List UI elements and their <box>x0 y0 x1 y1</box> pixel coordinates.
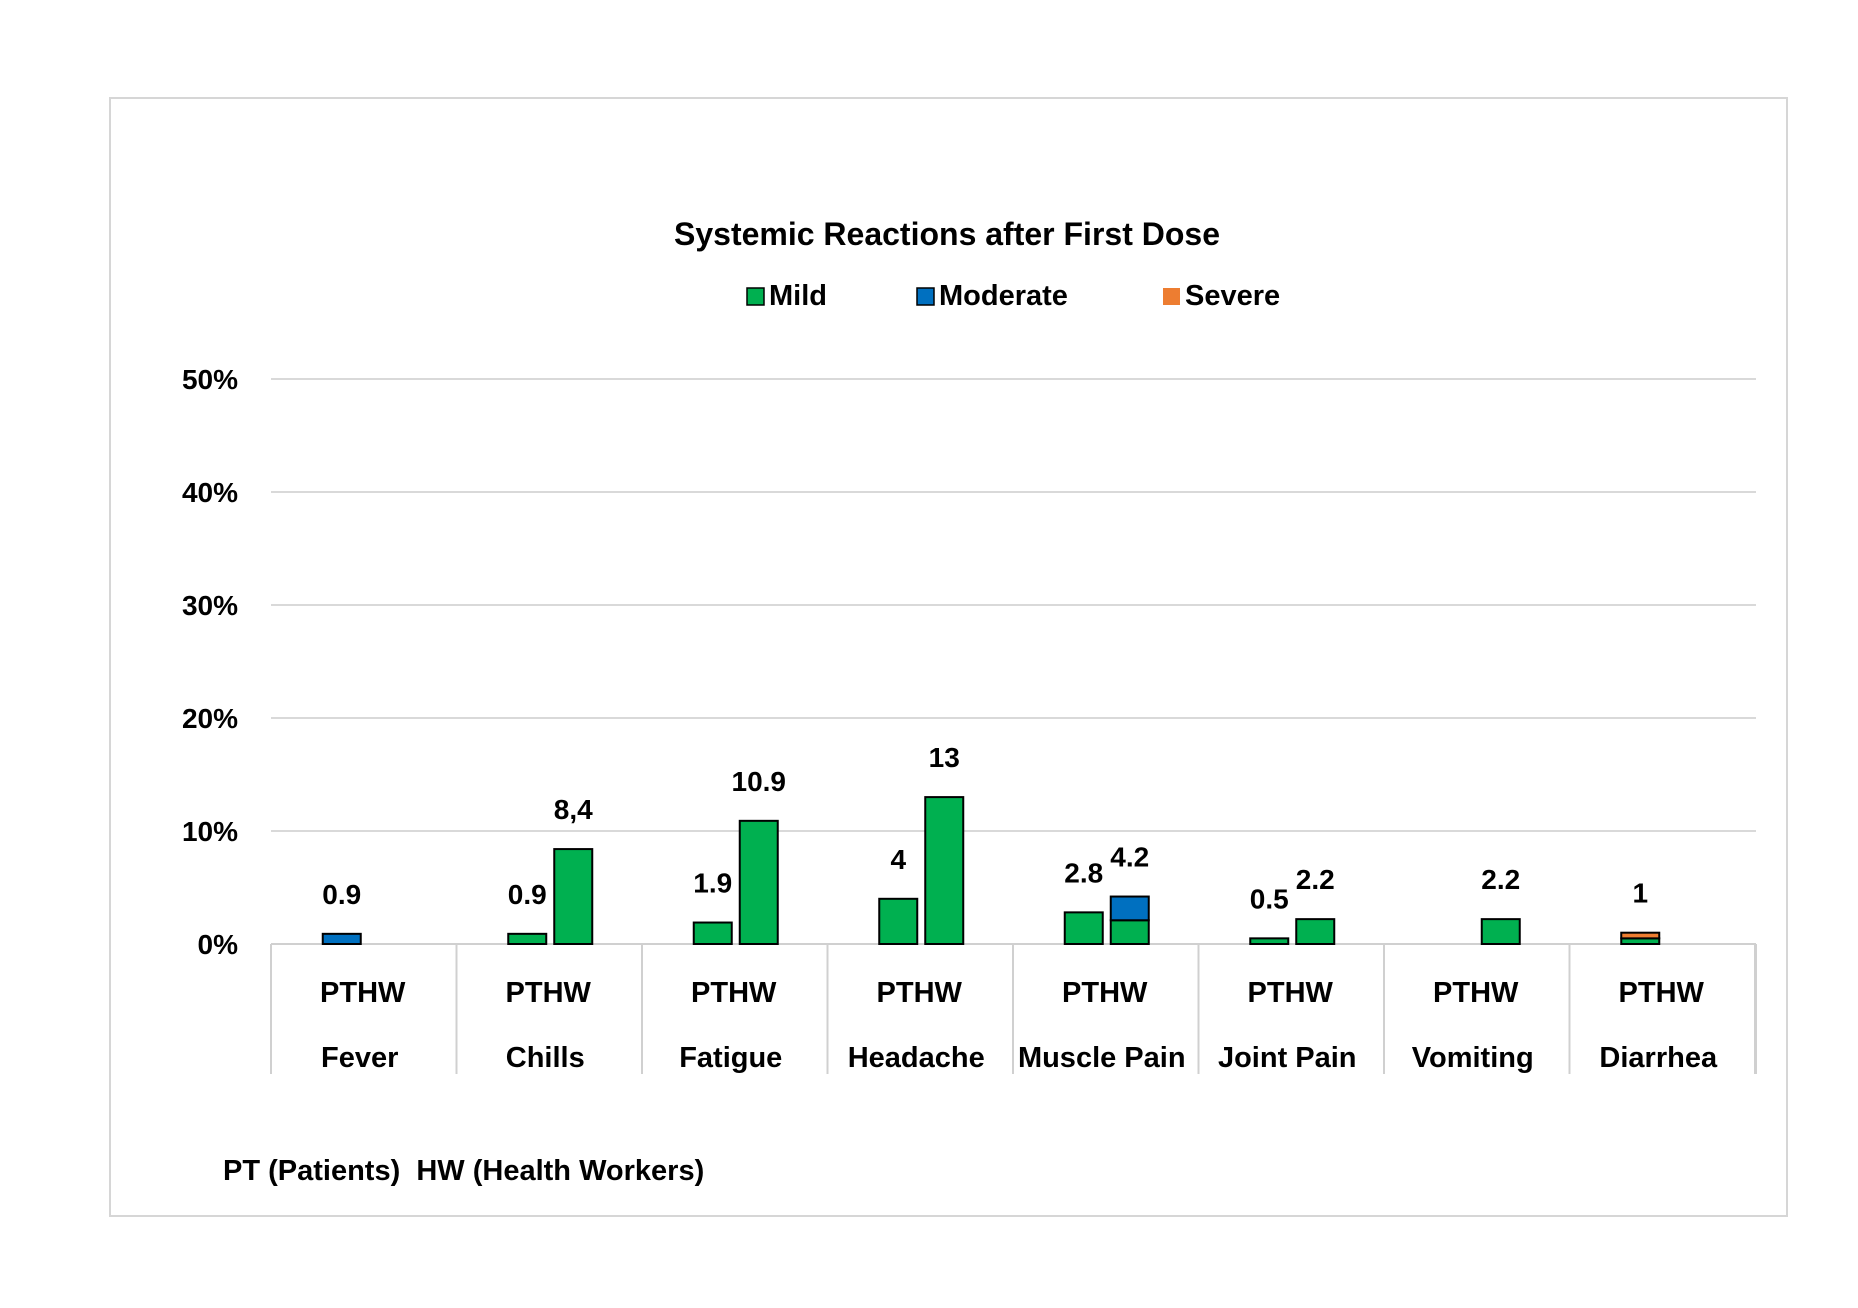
bar-headache-hw-mild <box>924 796 965 945</box>
chart-frame: Systemic Reactions after First Dose Mild… <box>109 97 1788 1217</box>
y-tick-label: 30% <box>182 590 238 621</box>
sub-label: PT <box>1433 977 1470 1009</box>
sub-label: PT <box>320 977 357 1009</box>
sub-label: PT <box>1062 977 1099 1009</box>
category-labels: Fever Chills Fatigue Headache Muscle Pain Joi… <box>321 1042 1718 1074</box>
sub-label-pair: PTHW <box>691 977 777 1009</box>
bars <box>321 796 1661 946</box>
sub-label-pair: PTHW <box>1062 977 1148 1009</box>
bar-joint-pain-hw-mild <box>1295 918 1336 946</box>
bar-headache-pt-mild <box>878 897 919 945</box>
data-label: 10.9 <box>732 766 787 797</box>
sub-label-pair: PTHW <box>320 977 406 1009</box>
data-label: 2.2 <box>1481 864 1520 895</box>
y-tick-label: 0% <box>198 929 239 960</box>
data-label: 1.9 <box>693 868 732 899</box>
category-label: Joint Pain <box>1218 1042 1357 1074</box>
bar-chills-pt-mild <box>507 932 548 946</box>
sub-label: HW <box>1285 977 1334 1009</box>
bar-fever-pt-moderate <box>321 932 362 946</box>
category-label: Diarrhea <box>1599 1042 1718 1074</box>
chart-title: Systemic Reactions after First Dose <box>674 216 1220 252</box>
data-label: 8,4 <box>554 794 593 825</box>
legend-item-severe: Severe <box>1163 280 1280 312</box>
legend-label-mild: Mild <box>769 280 827 312</box>
chart-svg: Systemic Reactions after First Dose Mild… <box>182 216 1757 1187</box>
gridlines <box>271 378 1756 945</box>
legend-item-moderate: Moderate <box>916 280 1068 312</box>
bar-muscle-pain-pt-mild <box>1063 911 1104 945</box>
sub-label-pair: PTHW <box>506 977 592 1009</box>
sub-label: PT <box>1619 977 1656 1009</box>
data-label: 2.2 <box>1296 864 1335 895</box>
bar-fatigue-hw-mild <box>738 819 779 946</box>
sub-label-pair: PTHW <box>1248 977 1334 1009</box>
sub-label: HW <box>1656 977 1705 1009</box>
footnote: PT (Patients) HW (Health Workers) <box>223 1155 704 1187</box>
sub-label: PT <box>506 977 543 1009</box>
sub-label: HW <box>357 977 406 1009</box>
y-tick-label: 40% <box>182 477 238 508</box>
category-label: Muscle Pain <box>1018 1042 1186 1074</box>
category-label: Chills <box>506 1042 585 1074</box>
sub-label-pair: PTHW <box>877 977 963 1009</box>
category-label: Fever <box>321 1042 398 1074</box>
data-label: 4 <box>890 844 906 875</box>
bar-muscle-pain-hw-moderate <box>1109 895 1150 922</box>
legend-swatch-severe <box>1163 288 1180 305</box>
category-label: Headache <box>848 1042 985 1074</box>
sub-labels: PTHW PTHW PTHW PTHW PTHW PTHW PTHW PTHW <box>320 977 1705 1009</box>
y-tick-label: 10% <box>182 816 238 847</box>
legend-swatch-mild <box>746 287 765 306</box>
data-label: 2.8 <box>1064 857 1103 888</box>
y-tick-label: 20% <box>182 703 238 734</box>
sub-label: HW <box>1470 977 1519 1009</box>
bar-diarrhea-pt-severe <box>1620 931 1661 940</box>
legend: Mild Moderate Severe <box>746 280 1280 312</box>
legend-item-mild: Mild <box>746 280 827 312</box>
sub-label-pair: PTHW <box>1433 977 1519 1009</box>
sub-label: HW <box>728 977 777 1009</box>
sub-label: PT <box>1248 977 1285 1009</box>
bar-muscle-pain-hw-mild <box>1109 919 1150 946</box>
sub-label: HW <box>543 977 592 1009</box>
sub-label: HW <box>1099 977 1148 1009</box>
sub-label: PT <box>691 977 728 1009</box>
category-label: Vomiting <box>1412 1042 1534 1074</box>
legend-swatch-moderate <box>916 287 935 306</box>
category-label: Fatigue <box>679 1042 782 1074</box>
legend-label-severe: Severe <box>1185 280 1280 312</box>
data-label: 0.9 <box>322 879 361 910</box>
data-label: 0.9 <box>508 879 547 910</box>
legend-label-moderate: Moderate <box>939 280 1068 312</box>
bar-chills-hw-mild <box>553 848 594 946</box>
data-label: 4.2 <box>1110 842 1149 873</box>
category-dividers <box>270 944 1757 1074</box>
sub-label: PT <box>877 977 914 1009</box>
sub-label-pair: PTHW <box>1619 977 1705 1009</box>
y-axis-ticks: 0% 10% 20% 30% 40% 50% <box>182 364 238 960</box>
data-label: 13 <box>929 742 960 773</box>
data-label: 1 <box>1632 878 1648 909</box>
bar-vomiting-hw-mild <box>1480 918 1521 946</box>
y-tick-label: 50% <box>182 364 238 395</box>
data-label: 0.5 <box>1250 883 1289 914</box>
bar-joint-pain-pt-mild <box>1249 937 1290 945</box>
sub-label: HW <box>914 977 963 1009</box>
bar-fatigue-pt-mild <box>692 921 733 946</box>
